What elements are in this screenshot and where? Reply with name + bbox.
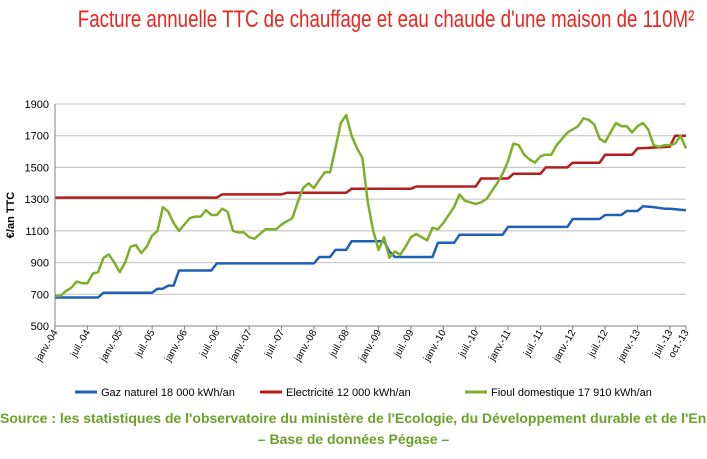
series-line-2 <box>55 113 688 298</box>
series-line-1 <box>55 134 686 199</box>
chart-title: Facture annuelle TTC de chauffage et eau… <box>77 6 695 33</box>
legend-label: Electricité 12 000 kWh/an <box>286 387 411 399</box>
y-tick-label: 1100 <box>25 226 49 238</box>
source-line-1: Source : les statistiques de l'observato… <box>0 410 707 426</box>
x-tick-label: janv.-13 <box>616 328 644 365</box>
legend: Gaz naturel 18 000 kWh/an Electricité 12 … <box>75 387 652 399</box>
x-tick-label: juil.-09 <box>392 328 417 360</box>
x-tick-label: janv.-12 <box>551 328 579 365</box>
x-tick-label: janv.-06 <box>163 328 191 365</box>
x-tick-label: juil.-11 <box>522 328 547 360</box>
x-tick-label: juil.-08 <box>327 328 352 360</box>
legend-label: Gaz naturel 18 000 kWh/an <box>101 387 235 399</box>
x-tick-label: janv.-07 <box>227 328 255 365</box>
x-tick-label: janv.-11 <box>487 328 514 364</box>
x-tick-label: juil.-05 <box>133 328 158 360</box>
axes <box>54 104 687 330</box>
x-tick-label: juil.-06 <box>198 328 223 360</box>
y-tick-label: 1500 <box>25 162 49 174</box>
x-tick-label: janv.-05 <box>98 328 126 365</box>
x-tick-label: juil.-12 <box>586 328 611 360</box>
y-tick-label: 1900 <box>25 99 49 111</box>
x-tick-label: janv.-10 <box>421 328 449 365</box>
x-tick-label: janv.-04 <box>33 328 61 365</box>
plot-lines <box>55 113 688 299</box>
y-tick-label: 500 <box>31 321 49 333</box>
y-tick-label: 700 <box>31 289 49 301</box>
x-tick-label: juil.-07 <box>262 328 287 360</box>
y-tick-label: 1300 <box>25 194 49 206</box>
x-tick-label: juil.-04 <box>68 328 93 360</box>
y-axis-label: €/an TTC <box>5 192 17 239</box>
x-tick-label: janv.-09 <box>357 328 385 365</box>
y-tick-label: 1700 <box>25 131 49 143</box>
y-tick-labels: 500 700 900 1100 1300 1500 1700 1900 <box>25 99 49 333</box>
x-tick-label: janv.-08 <box>292 328 320 365</box>
y-tick-label: 900 <box>31 258 49 270</box>
source-line-2: – Base de données Pégase – <box>257 431 450 447</box>
x-tick-labels: janv.-04 juil.-04 janv.-05 juil.-05 janv.-06… <box>33 328 692 365</box>
x-tick-label: juil.-10 <box>457 328 482 360</box>
legend-label: Fioul domestique 17 910 kWh/an <box>491 387 652 399</box>
